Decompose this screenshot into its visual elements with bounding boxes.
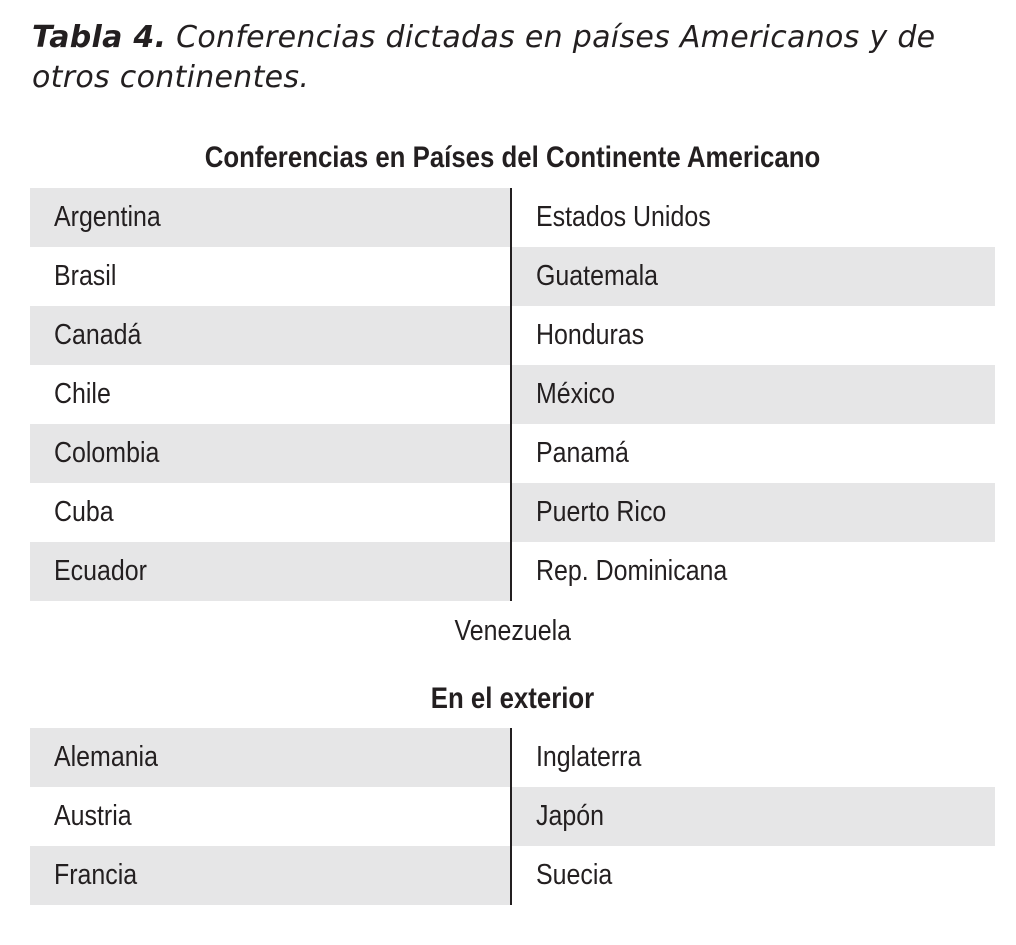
table-row: Austria Japón [30,787,995,846]
country-cell: Austria [30,787,512,846]
table-row: Colombia Panamá [30,424,995,483]
country-cell: Canadá [30,306,512,365]
country-cell: Suecia [536,859,613,891]
section-title-exterior: En el exterior [430,682,595,715]
country-cell: Alemania [30,728,512,787]
table-row: Argentina Estados Unidos [30,188,995,247]
country-cell: Brasil [30,247,512,306]
country-venezuela: Venezuela [454,615,571,647]
table-caption: Tabla 4. Conferencias dictadas en países… [32,18,1007,98]
table-row: Canadá Honduras [30,306,995,365]
country-cell: Japón [512,787,995,846]
country-cell: Colombia [30,424,512,483]
country-cell: Cuba [30,483,512,542]
table-row: Ecuador Rep. Dominicana [30,542,995,601]
country-cell: Estados Unidos [536,201,711,233]
table-row: Chile México [30,365,995,424]
country-cell: Argentina [30,188,512,247]
country-cell: Francia [30,846,512,905]
country-cell: Rep. Dominicana [536,555,728,587]
country-cell: Chile [30,365,512,424]
country-cell: Guatemala [512,247,995,306]
country-cell: Puerto Rico [512,483,995,542]
country-cell: Panamá [536,437,629,469]
country-cell: Ecuador [30,542,512,601]
table-number: Tabla 4. [32,20,167,55]
table-row: Brasil Guatemala [30,247,995,306]
country-cell: Inglaterra [536,741,642,773]
table-row: Francia Suecia [30,846,995,905]
country-cell: Honduras [536,319,645,351]
table-row: Alemania Inglaterra [30,728,995,787]
table-caption-text: Conferencias dictadas en países American… [32,20,936,95]
countries-grid-america: Argentina Estados Unidos Brasil Guatemal… [30,188,995,601]
section-title-america: Conferencias en Países del Continente Am… [204,141,821,174]
country-cell: México [512,365,995,424]
countries-grid-exterior: Alemania Inglaterra Austria Japón Franci… [30,728,995,905]
table-row: Cuba Puerto Rico [30,483,995,542]
